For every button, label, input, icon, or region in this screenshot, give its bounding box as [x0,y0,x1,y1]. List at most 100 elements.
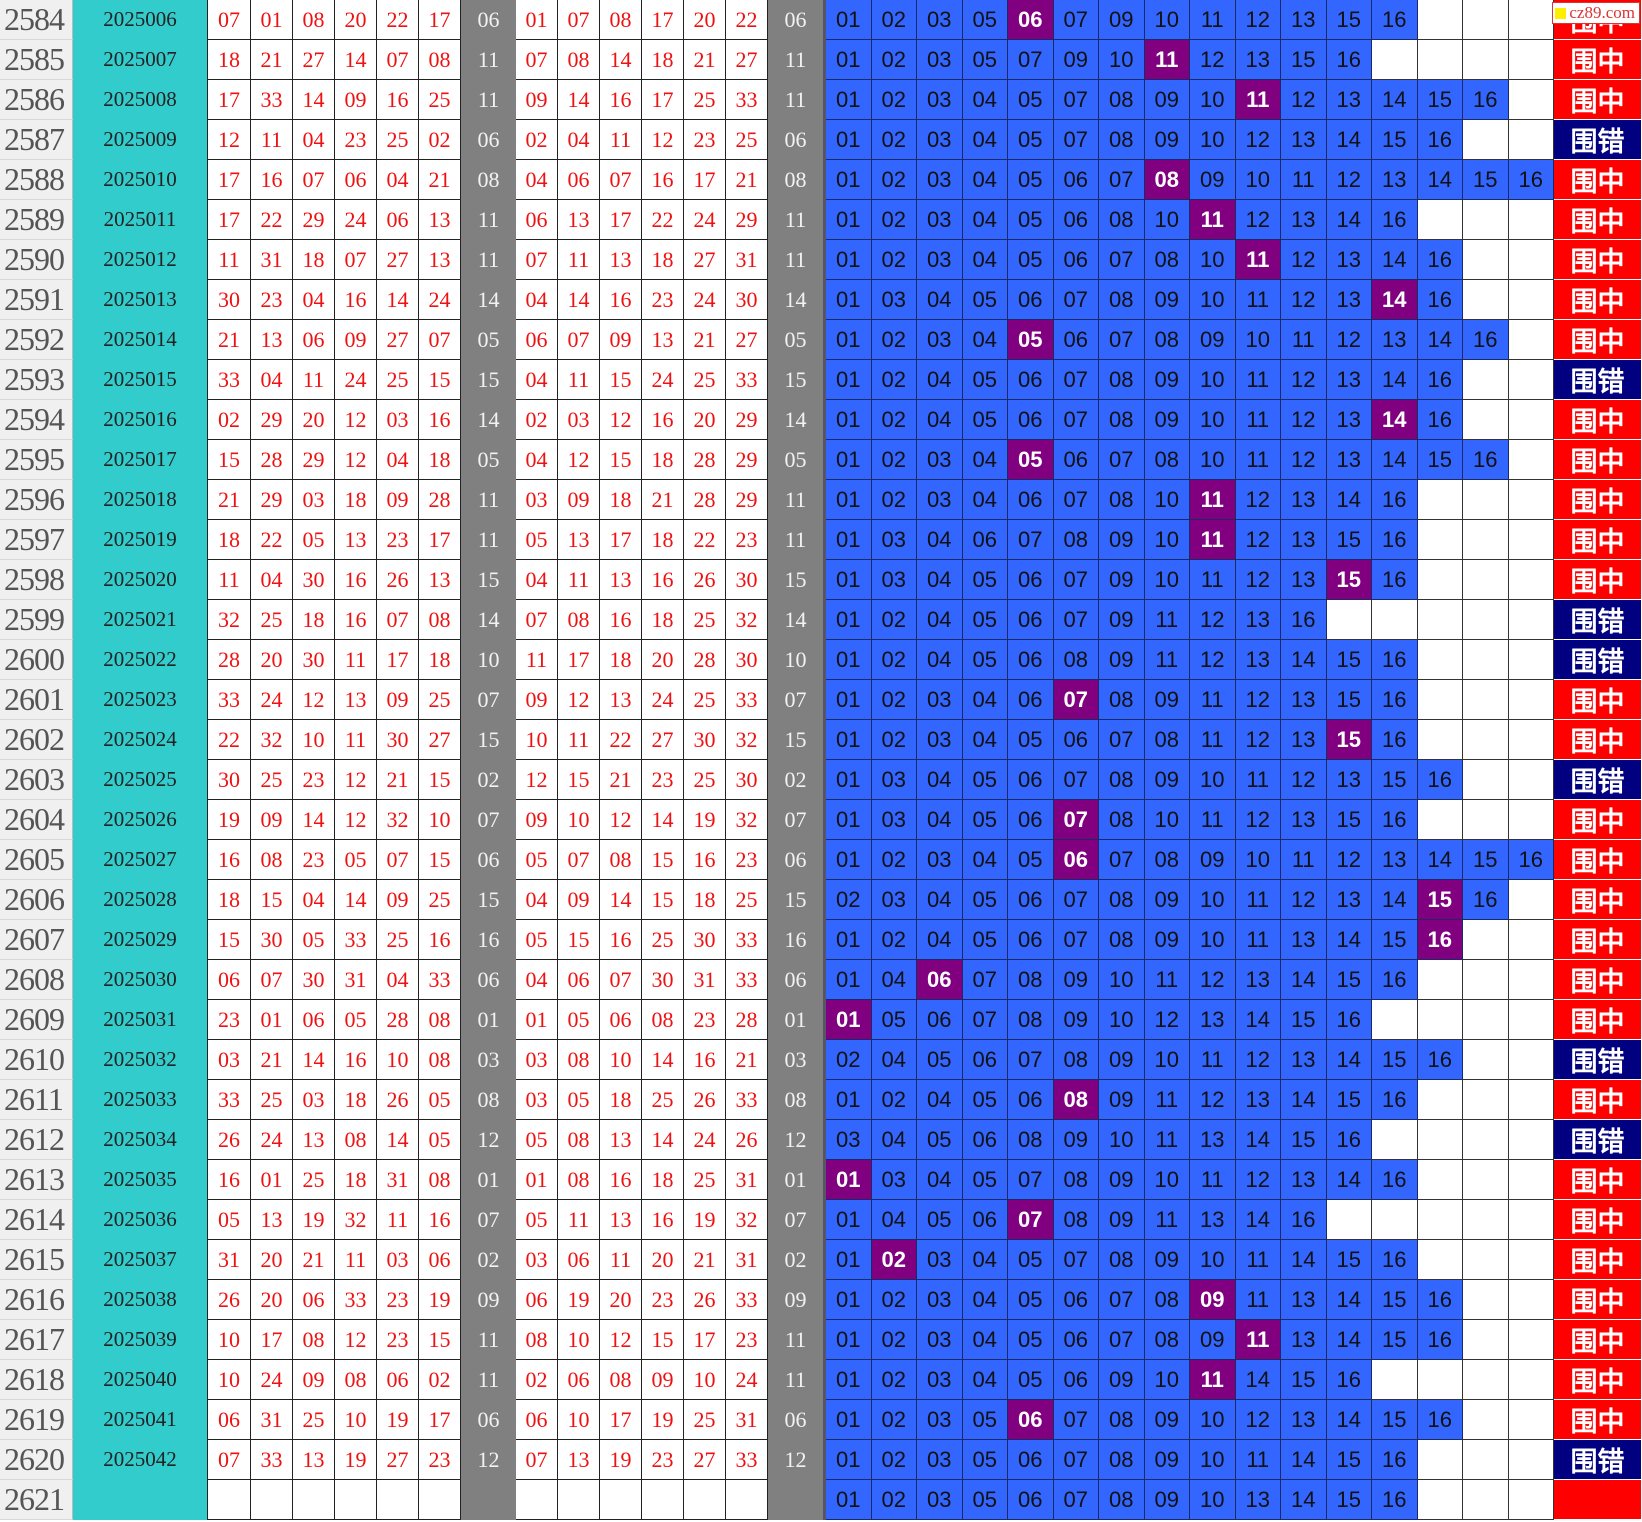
sorted-number-cell[interactable]: 23 [642,1440,684,1480]
sorted-number-cell[interactable]: 16 [600,920,642,960]
cover-number-cell[interactable]: 05 [962,400,1008,440]
cover-number-cell[interactable]: 04 [917,400,963,440]
sorted-number-cell[interactable]: 10 [558,1400,600,1440]
cover-number-cell[interactable]: 01 [826,680,872,720]
sorted-number-cell[interactable]: 22 [600,720,642,760]
cover-number-cell[interactable]: 03 [917,680,963,720]
draw-number-cell[interactable]: 19 [293,1200,335,1240]
sorted-number-cell[interactable]: 10 [684,1360,726,1400]
cover-number-cell[interactable]: 05 [917,1200,963,1240]
sorted-number-cell[interactable]: 05 [516,520,558,560]
cover-number-cell[interactable]: 14 [1281,1440,1327,1480]
draw-number-cell[interactable]: 07 [251,960,293,1000]
cover-number-cell[interactable]: 11 [1235,880,1281,920]
cover-number-cell[interactable]: 16 [1372,640,1418,680]
draw-number-cell[interactable]: 22 [207,720,251,760]
cover-number-cell[interactable]: 06 [1008,360,1054,400]
sorted-number-cell[interactable]: 13 [600,560,642,600]
result-badge[interactable]: 围错 [1554,360,1641,400]
empty-cell[interactable] [1463,600,1509,640]
cover-number-cell[interactable]: 10 [1190,400,1236,440]
cover-number-hit-cell[interactable]: 11 [1190,520,1236,560]
sorted-number-cell[interactable]: 08 [558,40,600,80]
draw-number-cell[interactable]: 26 [377,1080,419,1120]
sorted-number-cell[interactable]: 25 [684,680,726,720]
empty-cell[interactable] [1417,960,1463,1000]
draw-number-cell[interactable]: 16 [335,1040,377,1080]
cover-number-cell[interactable]: 15 [1326,1480,1372,1520]
cover-number-cell[interactable]: 06 [962,1200,1008,1240]
draw-number-cell[interactable]: 03 [377,400,419,440]
cover-number-cell[interactable]: 13 [1281,480,1327,520]
draw-number-cell[interactable]: 10 [293,720,335,760]
cover-number-cell[interactable]: 10 [1190,360,1236,400]
cover-number-cell[interactable]: 03 [871,1160,917,1200]
cover-number-cell[interactable]: 14 [1326,200,1372,240]
draw-number-cell[interactable]: 18 [335,1160,377,1200]
draw-number-cell[interactable]: 28 [251,440,293,480]
sorted-number-cell[interactable]: 16 [600,600,642,640]
draw-number-cell[interactable]: 20 [251,1280,293,1320]
special-number-cell[interactable]: 08 [461,1080,516,1120]
draw-number-cell[interactable]: 08 [293,0,335,40]
result-badge[interactable]: 围中 [1554,240,1641,280]
draw-number-cell[interactable]: 21 [377,760,419,800]
sorted-number-cell[interactable]: 25 [684,600,726,640]
cover-number-cell[interactable]: 14 [1372,360,1418,400]
sorted-number-cell[interactable]: 17 [642,80,684,120]
period-cell[interactable]: 2025006 [73,0,207,40]
draw-number-cell[interactable]: 27 [419,720,461,760]
cover-number-cell[interactable]: 14 [1417,160,1463,200]
cover-number-cell[interactable]: 13 [1281,0,1327,40]
cover-number-cell[interactable]: 01 [826,1360,872,1400]
draw-number-cell[interactable]: 23 [207,1000,251,1040]
draw-number-cell[interactable]: 12 [293,680,335,720]
empty-cell[interactable] [1508,480,1554,520]
cover-number-cell[interactable]: 15 [1463,840,1509,880]
row-number[interactable]: 2606 [0,880,73,920]
cover-number-hit-cell[interactable]: 05 [1008,320,1054,360]
draw-number-cell[interactable] [207,1480,251,1520]
cover-number-cell[interactable]: 02 [871,1320,917,1360]
cover-number-cell[interactable]: 13 [1235,640,1281,680]
result-badge[interactable]: 围中 [1554,160,1641,200]
sorted-number-cell[interactable]: 33 [726,1080,768,1120]
draw-number-cell[interactable]: 21 [293,1240,335,1280]
sorted-number-cell[interactable]: 17 [600,520,642,560]
cover-number-cell[interactable]: 14 [1281,960,1327,1000]
draw-number-cell[interactable]: 22 [251,520,293,560]
sorted-number-cell[interactable]: 04 [558,120,600,160]
cover-number-cell[interactable]: 04 [871,1200,917,1240]
period-cell[interactable]: 2025024 [73,720,207,760]
special-number-repeat-cell[interactable]: 07 [768,800,823,840]
cover-number-cell[interactable]: 05 [1008,80,1054,120]
cover-number-cell[interactable]: 08 [1099,760,1145,800]
cover-number-cell[interactable]: 15 [1372,120,1418,160]
sorted-number-cell[interactable]: 28 [684,640,726,680]
draw-number-cell[interactable]: 11 [377,1200,419,1240]
empty-cell[interactable] [1463,1080,1509,1120]
sorted-number-cell[interactable]: 26 [726,1120,768,1160]
special-number-repeat-cell[interactable]: 16 [768,920,823,960]
cover-number-cell[interactable]: 05 [917,1120,963,1160]
row-number[interactable]: 2617 [0,1320,73,1360]
cover-number-hit-cell[interactable]: 06 [917,960,963,1000]
sorted-number-cell[interactable]: 18 [642,40,684,80]
sorted-number-cell[interactable]: 05 [516,920,558,960]
cover-number-cell[interactable]: 10 [1144,1160,1190,1200]
sorted-number-cell[interactable]: 18 [642,520,684,560]
cover-number-cell[interactable]: 07 [1053,880,1099,920]
row-number[interactable]: 2621 [0,1480,73,1520]
special-number-repeat-cell[interactable]: 09 [768,1280,823,1320]
sorted-number-cell[interactable]: 03 [558,400,600,440]
row-number[interactable]: 2589 [0,200,73,240]
cover-number-cell[interactable]: 06 [1053,440,1099,480]
row-number[interactable]: 2591 [0,280,73,320]
sorted-number-cell[interactable]: 08 [642,1000,684,1040]
draw-number-cell[interactable]: 30 [251,920,293,960]
cover-number-cell[interactable]: 14 [1417,320,1463,360]
row-number[interactable]: 2607 [0,920,73,960]
special-number-repeat-cell[interactable]: 06 [768,120,823,160]
sorted-number-cell[interactable]: 18 [642,600,684,640]
cover-number-cell[interactable]: 13 [1281,1160,1327,1200]
